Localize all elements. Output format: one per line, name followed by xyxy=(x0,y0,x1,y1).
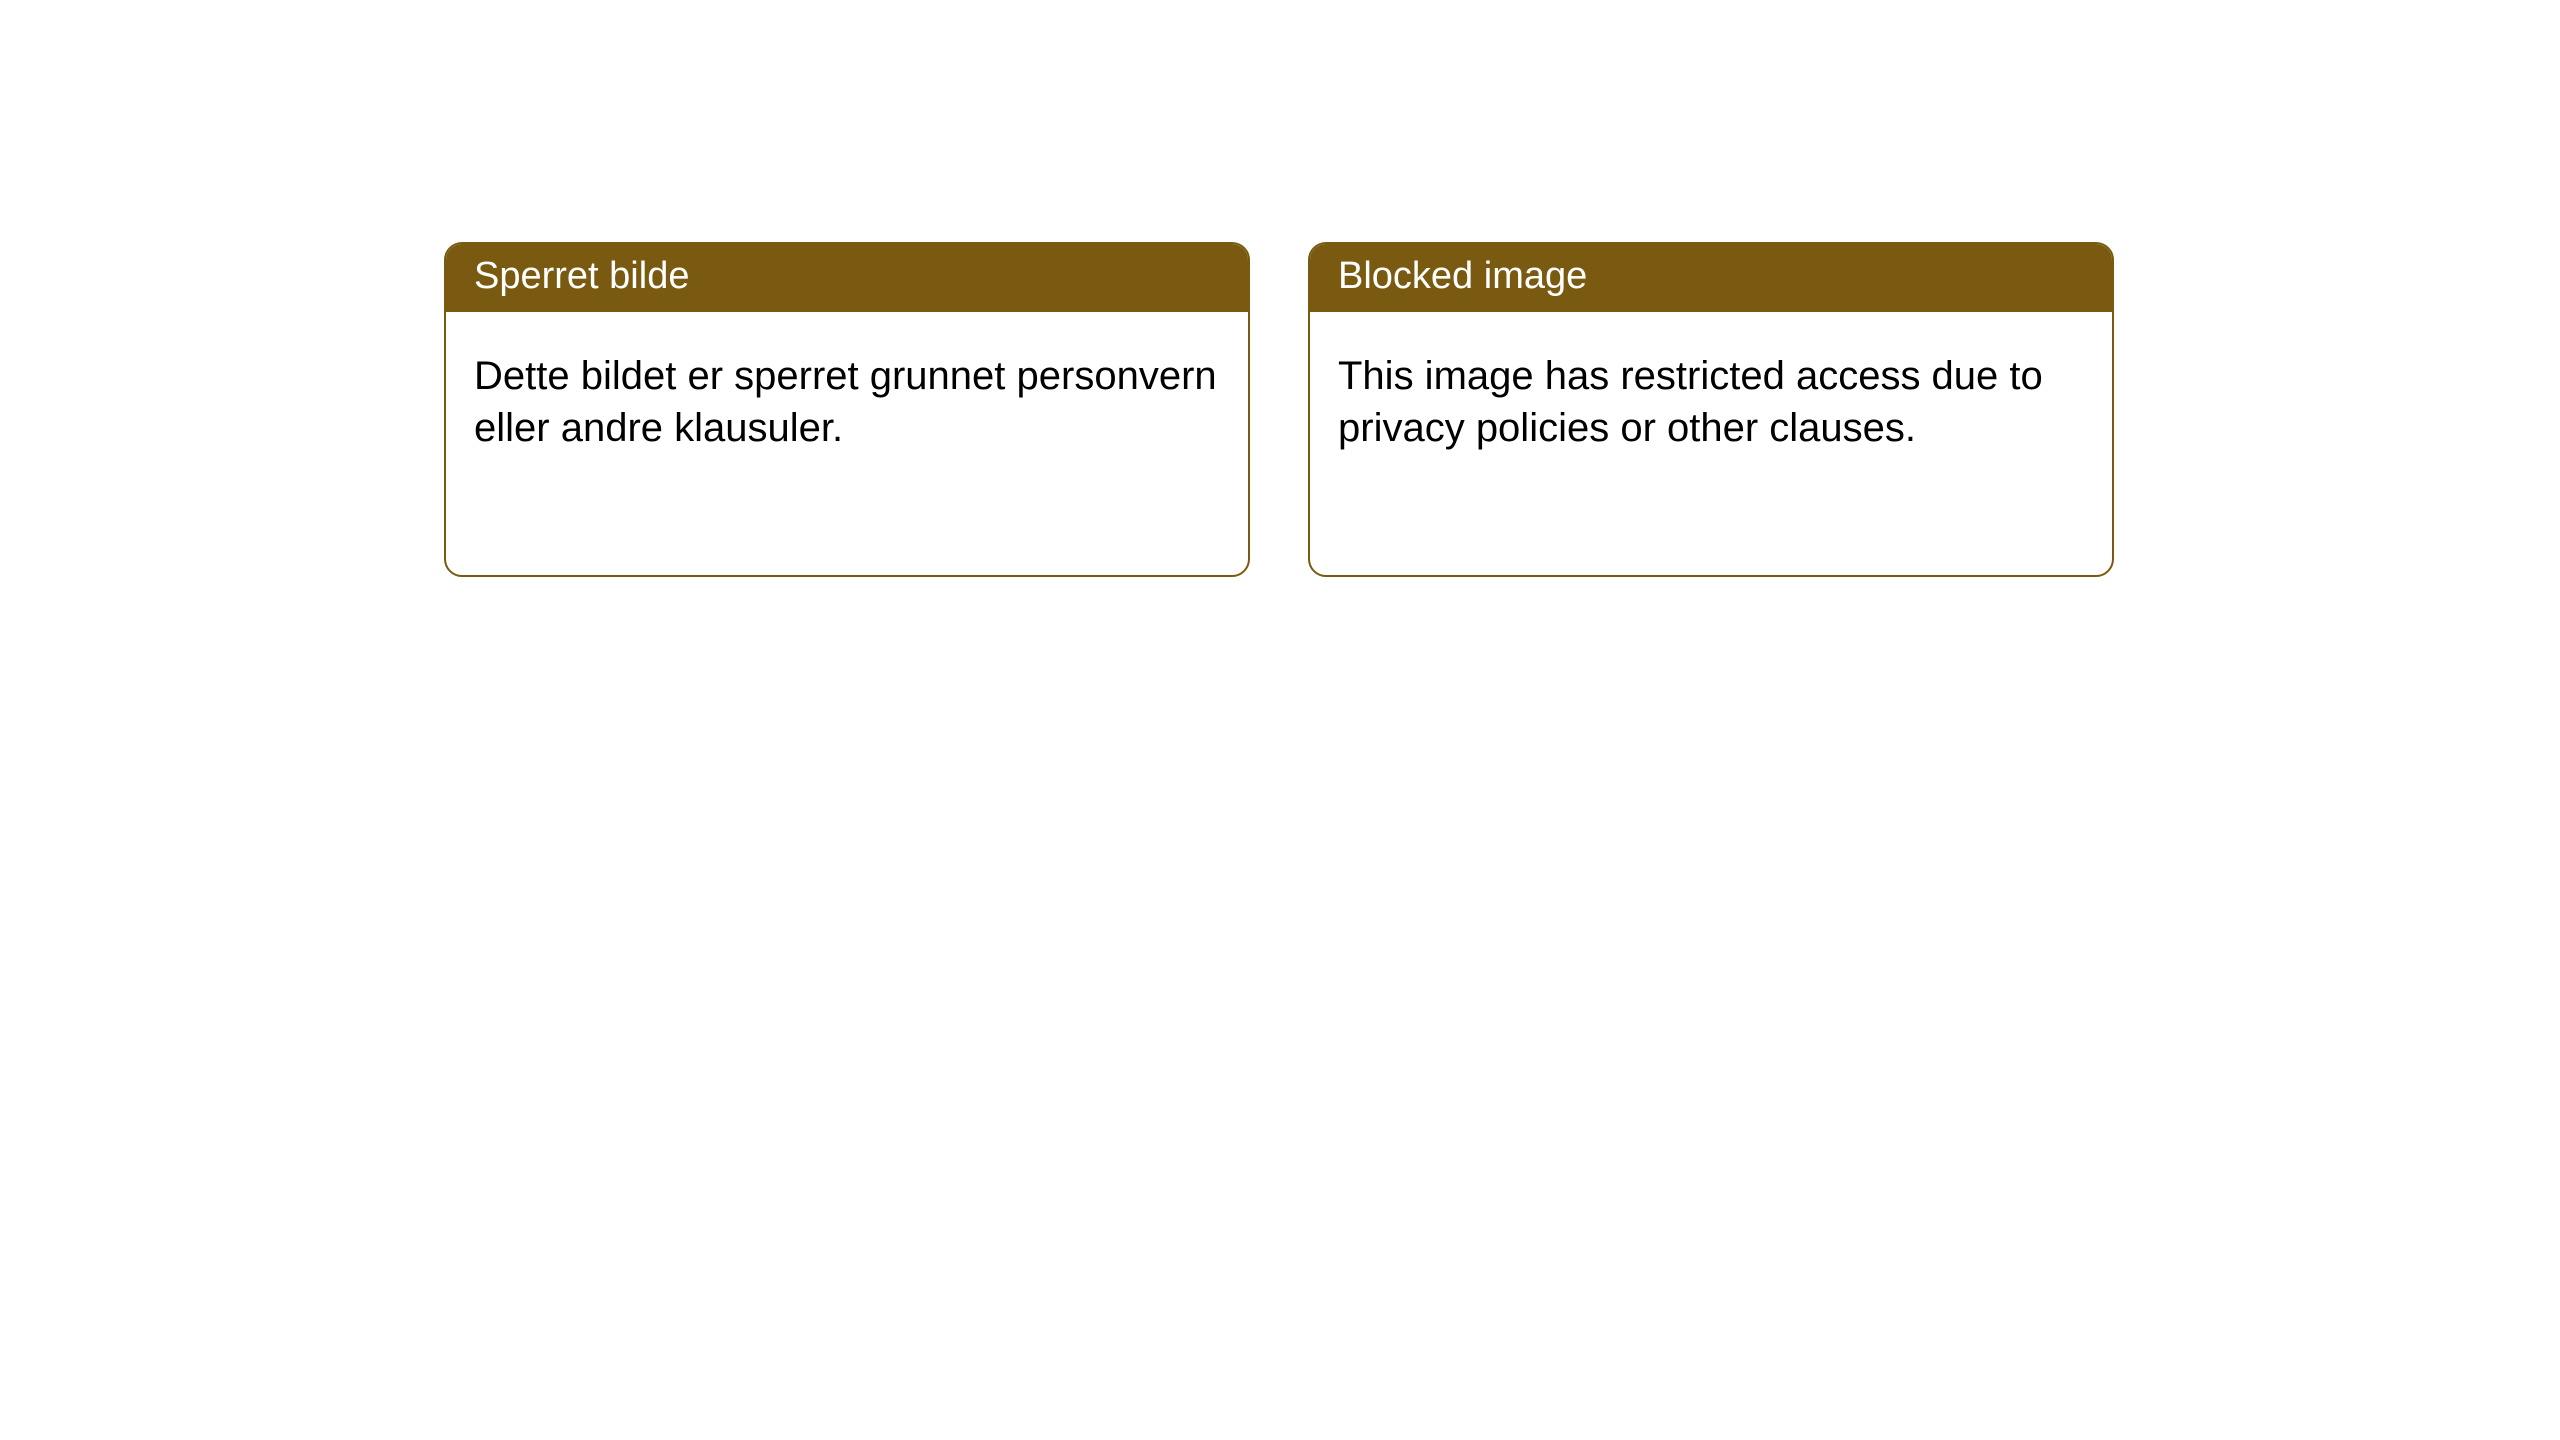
blocked-image-card-norwegian: Sperret bilde Dette bildet er sperret gr… xyxy=(444,242,1250,577)
card-header-norwegian: Sperret bilde xyxy=(446,244,1248,312)
card-header-english: Blocked image xyxy=(1310,244,2112,312)
card-body-english: This image has restricted access due to … xyxy=(1310,312,2112,492)
notice-container: Sperret bilde Dette bildet er sperret gr… xyxy=(0,0,2560,577)
blocked-image-card-english: Blocked image This image has restricted … xyxy=(1308,242,2114,577)
card-body-norwegian: Dette bildet er sperret grunnet personve… xyxy=(446,312,1248,492)
